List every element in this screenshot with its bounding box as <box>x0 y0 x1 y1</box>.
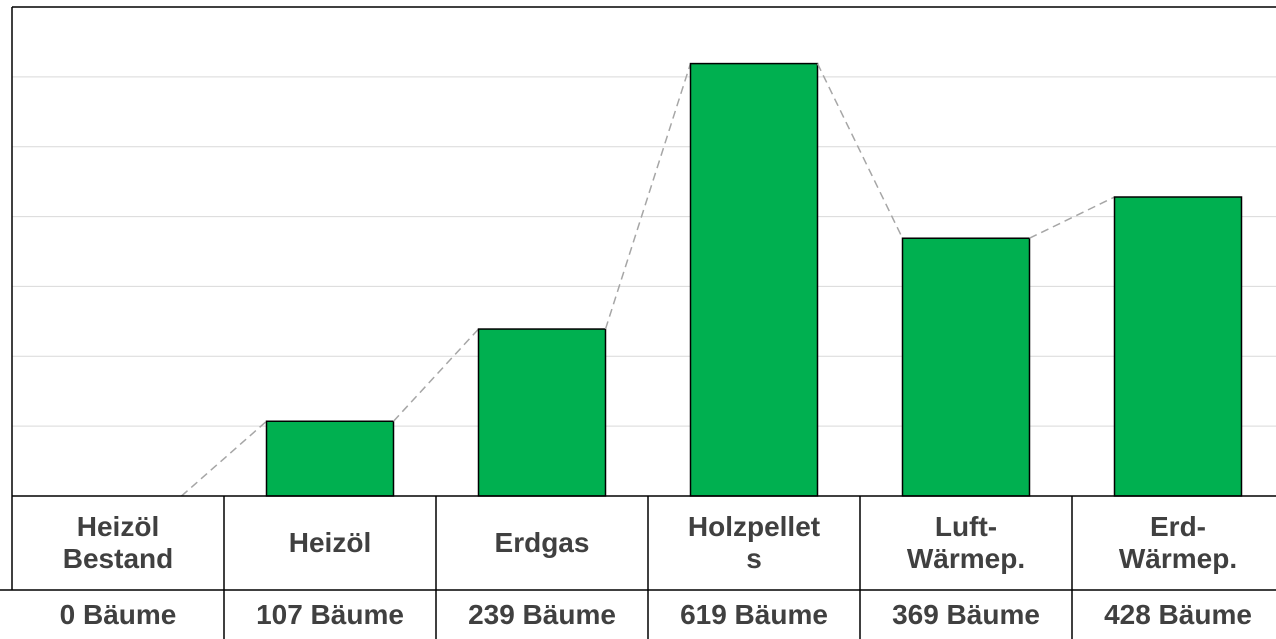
bar <box>477 328 607 497</box>
bar <box>689 62 819 497</box>
trend-line <box>816 63 904 239</box>
category-label: Holzpellet s <box>687 511 821 574</box>
bar <box>1113 196 1243 497</box>
category-label: Erdgas <box>494 527 590 558</box>
trend-line <box>1029 196 1115 239</box>
category-label: Heizöl <box>288 527 372 558</box>
value-label: 107 Bäume <box>256 598 404 630</box>
trend-line <box>392 328 480 422</box>
bar <box>901 237 1031 497</box>
bar <box>265 420 395 497</box>
category-label: Erd- Wärmep. <box>1118 511 1238 574</box>
value-label: 239 Bäume <box>468 598 616 630</box>
trend-line <box>604 63 692 330</box>
value-label: 0 Bäume <box>59 598 177 630</box>
category-label: Luft- Wärmep. <box>906 511 1026 574</box>
value-label: 369 Bäume <box>892 598 1040 630</box>
value-label: 428 Bäume <box>1104 598 1252 630</box>
trend-line <box>181 420 267 497</box>
category-label: Heizöl Bestand <box>62 511 174 574</box>
value-label: 619 Bäume <box>680 598 828 630</box>
